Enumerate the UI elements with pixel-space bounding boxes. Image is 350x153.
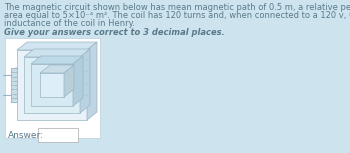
Text: Answer:: Answer: — [8, 131, 44, 140]
Polygon shape — [35, 60, 79, 68]
Text: Give your answers correct to 3 decimal places.: Give your answers correct to 3 decimal p… — [4, 28, 225, 37]
Bar — [11, 68, 17, 102]
Polygon shape — [40, 73, 64, 97]
Text: inductance of the coil in Henry.: inductance of the coil in Henry. — [4, 19, 135, 28]
Polygon shape — [87, 42, 97, 120]
Bar — [5, 38, 100, 138]
Polygon shape — [35, 68, 69, 102]
Polygon shape — [74, 55, 84, 107]
Polygon shape — [17, 50, 87, 120]
Polygon shape — [73, 56, 83, 106]
Polygon shape — [24, 49, 90, 57]
Polygon shape — [17, 42, 97, 50]
Polygon shape — [24, 57, 80, 113]
Polygon shape — [31, 64, 73, 106]
Text: area equal to 5×10⁻⁴ m². The coil has 120 turns and, when connected to a 120 v, : area equal to 5×10⁻⁴ m². The coil has 12… — [4, 11, 350, 20]
Text: The magnetic circuit shown below has mean magnetic path of 0.5 m, a relative per: The magnetic circuit shown below has mea… — [4, 3, 350, 12]
Polygon shape — [40, 65, 74, 73]
Polygon shape — [69, 60, 79, 102]
Polygon shape — [30, 63, 74, 107]
Polygon shape — [30, 55, 84, 63]
Bar — [38, 128, 78, 142]
Polygon shape — [64, 65, 74, 97]
Polygon shape — [31, 56, 83, 64]
Polygon shape — [80, 49, 90, 113]
